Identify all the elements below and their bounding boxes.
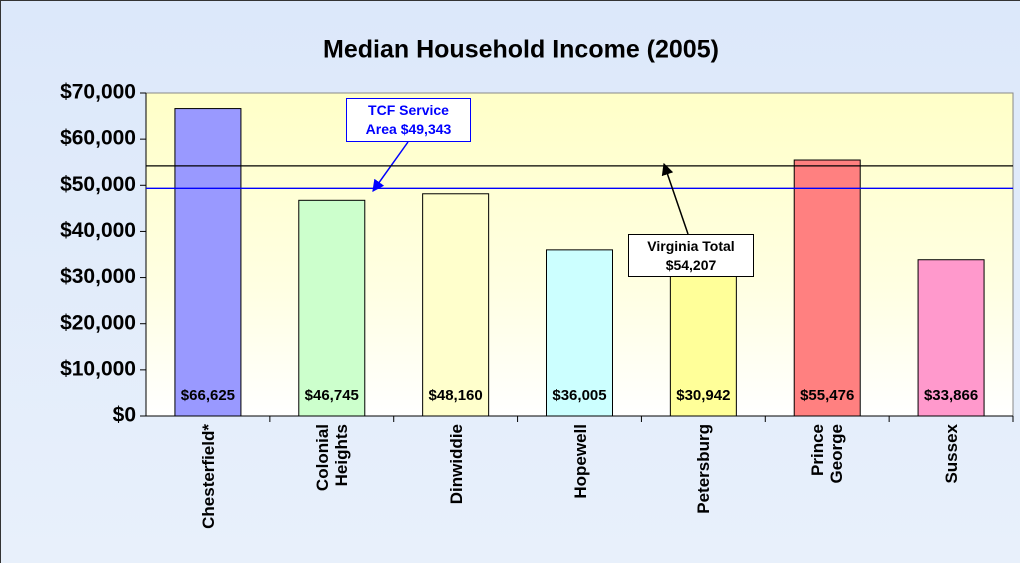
data-label: $30,942: [676, 387, 730, 404]
x-tick-label: Prince George: [808, 424, 847, 484]
data-label: $55,476: [800, 387, 854, 404]
annotation-arrow: [661, 162, 689, 235]
y-tick-label: $30,000: [60, 265, 136, 288]
bar: [793, 159, 861, 417]
annotation: TCF Service Area $49,343: [346, 98, 471, 142]
data-label: $48,160: [429, 387, 483, 404]
x-tick-label: Hopewell: [570, 424, 589, 499]
y-tick-label: $10,000: [60, 357, 136, 380]
bar: [298, 199, 366, 417]
x-tick-label: Chesterfield*: [198, 424, 218, 529]
data-label: $36,005: [552, 387, 606, 404]
bar: [546, 249, 613, 417]
y-tick-label: $20,000: [60, 311, 136, 334]
chart-svg: Median Household Income (2005) $0 $10,000…: [60, 36, 1014, 427]
x-tick-label: Sussex: [941, 424, 961, 484]
data-label: $46,745: [305, 387, 359, 404]
y-tick-label: $60,000: [60, 127, 136, 150]
y-tick-label: $70,000: [60, 81, 136, 104]
y-tick-label: $50,000: [60, 173, 136, 196]
x-tick-label: Dinwiddie: [446, 424, 466, 505]
annotation: Virginia Total $54,207: [628, 234, 754, 277]
y-tick-label: $40,000: [60, 219, 136, 242]
y-tick-label: $0: [113, 404, 136, 427]
x-tick-label: Colonial Heights: [312, 424, 351, 492]
bar: [917, 259, 985, 417]
data-label: $66,625: [181, 387, 235, 404]
bar: [174, 108, 242, 417]
bar: [422, 193, 490, 417]
data-label: $33,866: [924, 387, 978, 404]
chart-title: Median Household Income (2005): [323, 36, 719, 64]
x-tick-label: Petersburg: [693, 424, 713, 514]
